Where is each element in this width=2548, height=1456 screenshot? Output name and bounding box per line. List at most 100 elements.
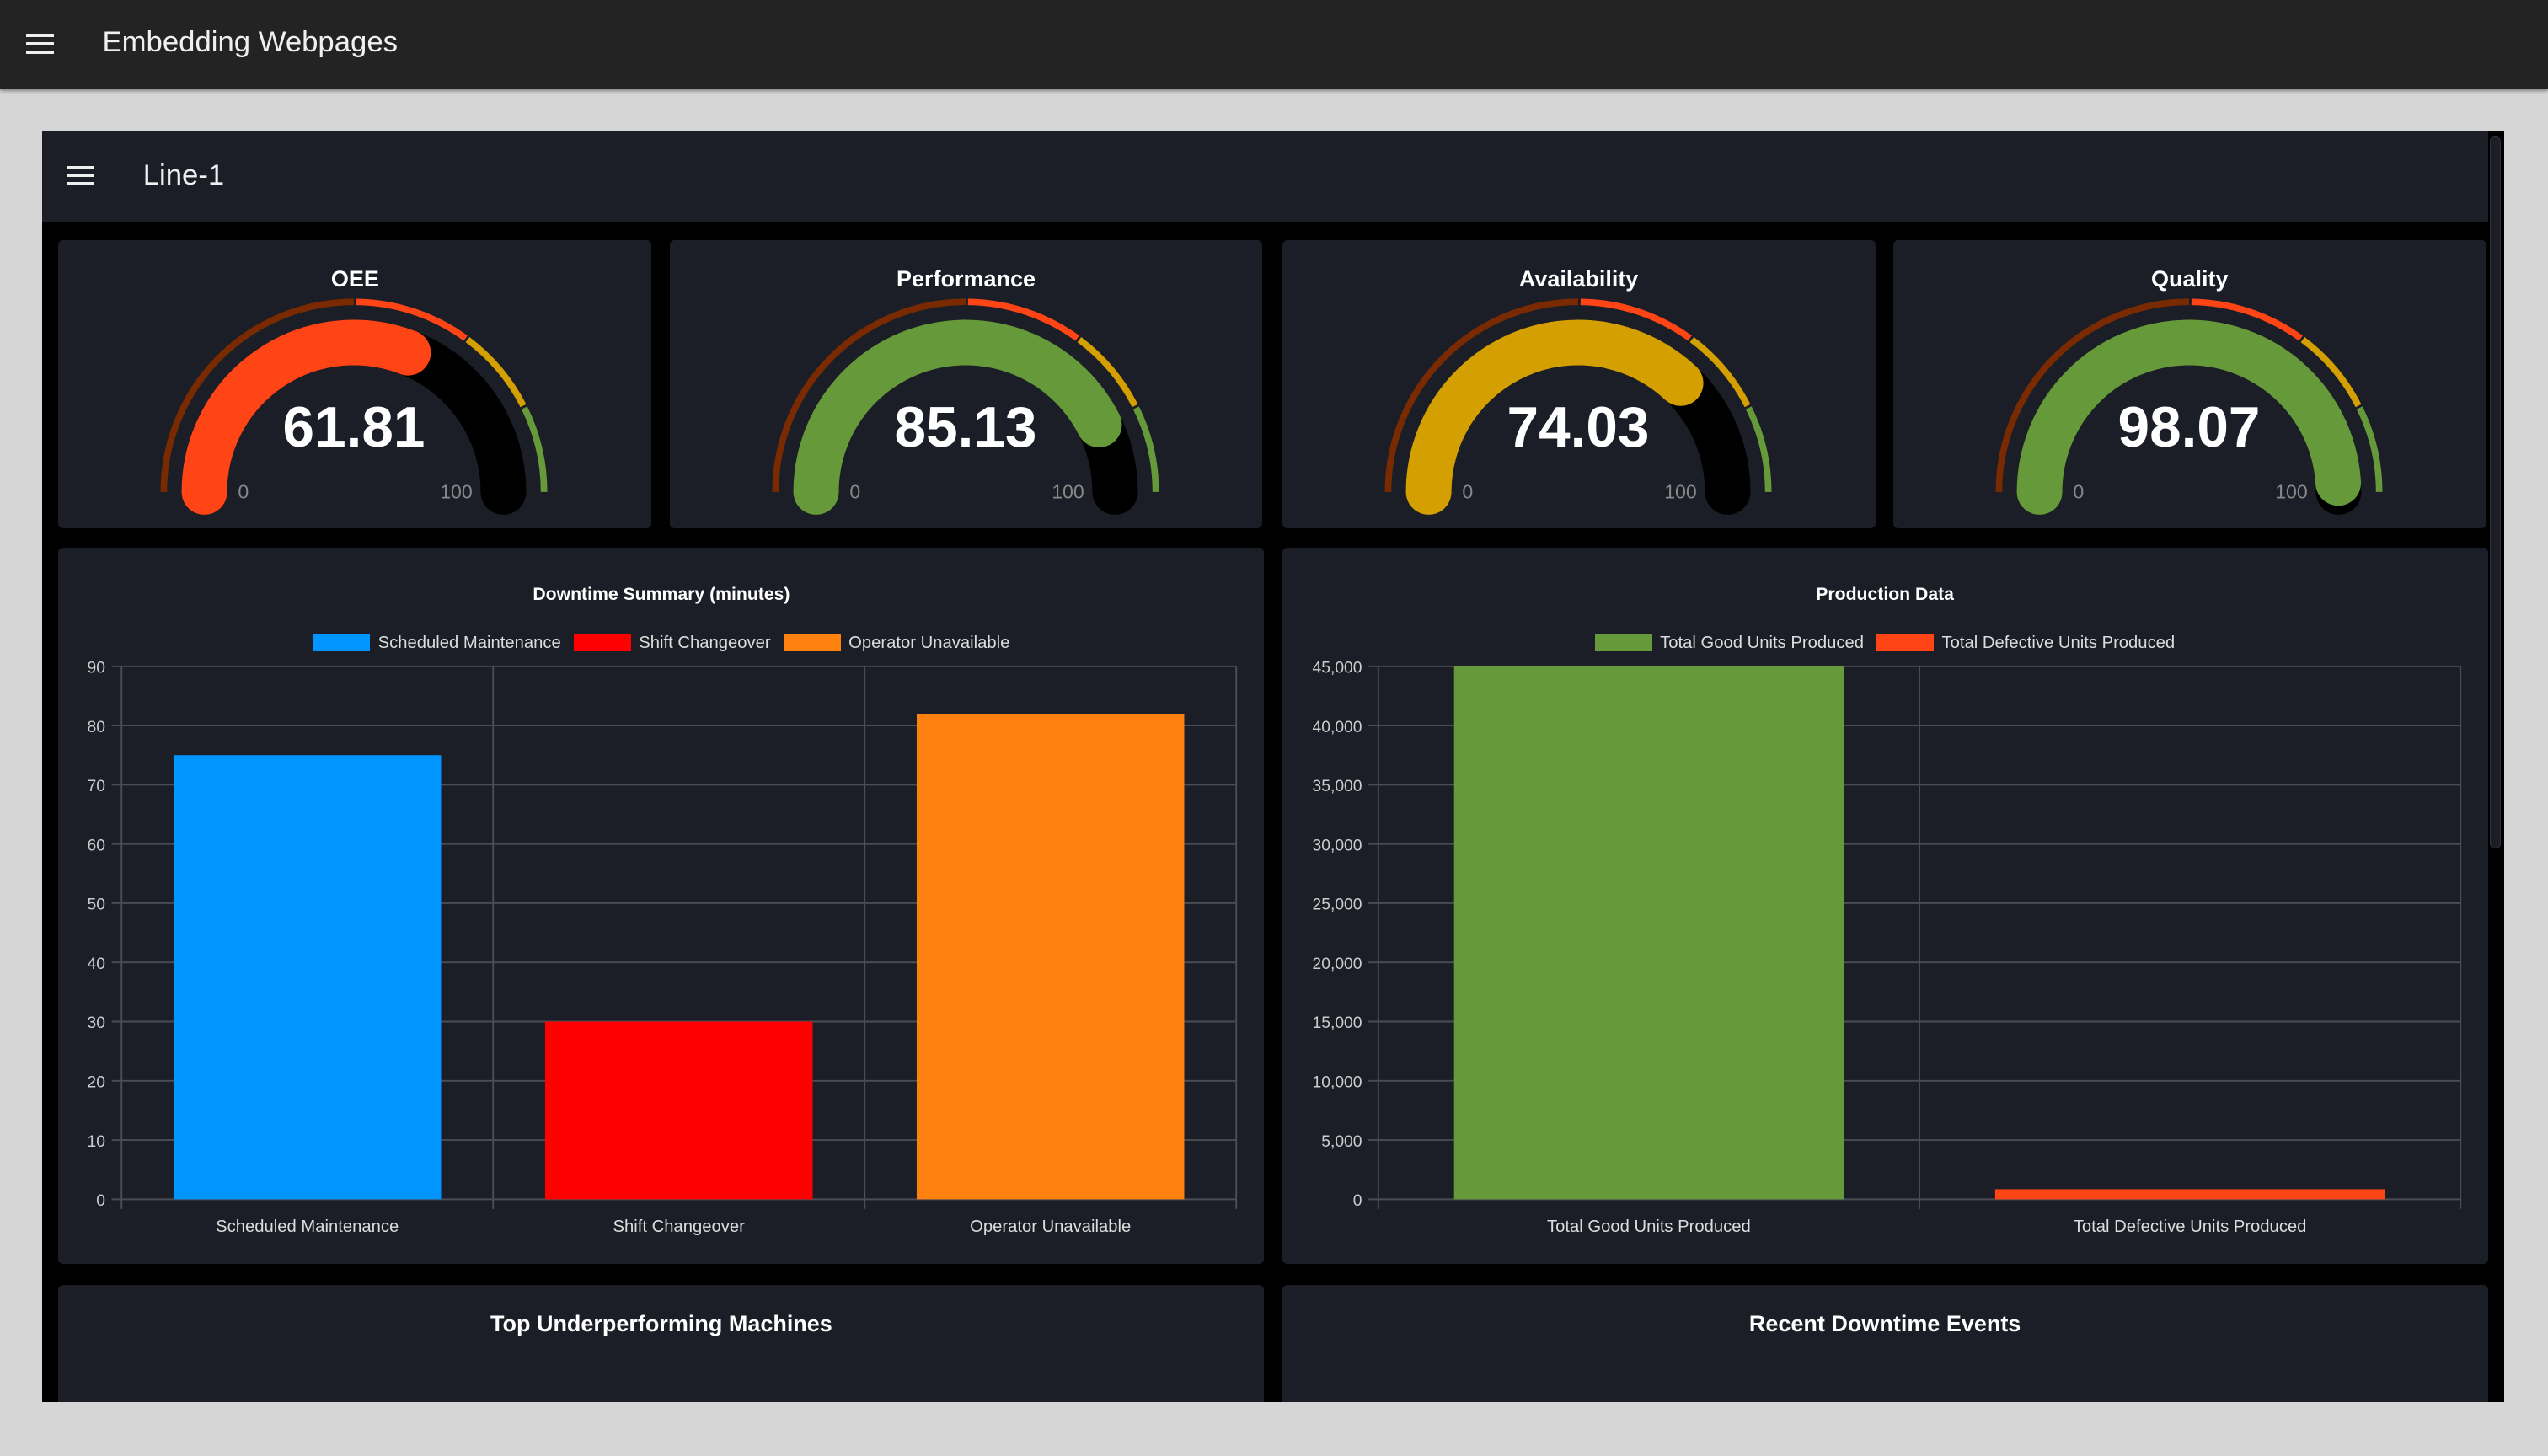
gauge-min-label: 0 [238,481,249,503]
legend-item[interactable]: Total Good Units Produced [1595,634,1864,652]
legend-swatch [784,634,841,652]
gauge-value-arc [2016,319,2361,516]
legend-label: Total Defective Units Produced [1941,634,2176,653]
production-bar-chart: 0 5,000 10,000 15,000 20,000 25,000 30,000 35,0… [1312,659,2461,1236]
gauge-band [967,298,1079,341]
chart-legend: Scheduled Maintenance Shift Changeover Ope… [58,634,1264,653]
recent-downtime-card: Recent Downtime Events [1282,1285,2488,1403]
gauge-band [2300,337,2362,408]
gauge-band [772,298,966,493]
dashboard-header: Line-1 [42,131,2488,223]
gauge-value-arc [793,319,1121,516]
gauge-band [522,406,548,493]
y-tick-label: 25,000 [1312,897,1362,914]
gauge-max-label: 100 [1052,481,1084,503]
gauge-card-performance: Performance 85.13 0 100 [669,240,1263,528]
underperforming-machines-card: Top Underperforming Machines [58,1285,1265,1403]
gauge-min-label: 0 [1462,481,1473,503]
gauge-band [466,337,527,408]
legend-item[interactable]: Operator Unavailable [784,634,1009,652]
panel-title: Top Underperforming Machines [490,1311,832,1337]
gauge-value: 98.07 [2117,396,2260,459]
gauge-band [1745,406,1772,493]
y-tick-label: 5,000 [1321,1133,1362,1151]
chart-title: Production Data [1816,585,1954,605]
x-tick-label: Scheduled Maintenance [217,1218,399,1236]
y-tick-label: 15,000 [1312,1014,1362,1032]
gauge-band [1580,298,1692,341]
y-tick-label: 50 [88,897,105,914]
gauge-value-arc [1405,319,1704,516]
gauge-min-label: 0 [2073,481,2084,503]
gauge-max-label: 100 [2275,481,2308,503]
gauge-band [2191,298,2303,341]
legend-label: Operator Unavailable [848,634,1010,653]
chart-title: Downtime Summary (minutes) [533,585,790,605]
gauge-title: Performance [897,266,1036,292]
gauge-title: Quality [2151,266,2229,292]
y-tick-label: 10 [88,1133,105,1151]
gauge-card-quality: Quality 98.07 0 100 [1892,240,2486,528]
x-tick-label: Total Defective Units Produced [2073,1218,2306,1236]
gauge-band [160,298,355,493]
legend-swatch [574,634,631,652]
y-tick-label: 20 [88,1073,105,1091]
gauge-band [356,298,468,341]
gauge-performance: 85.13 0 100 [772,298,1159,516]
legend-item[interactable]: Total Defective Units Produced [1876,634,2175,652]
hamburger-menu-icon[interactable] [25,34,54,54]
gauge-title: OEE [330,266,379,292]
y-tick-label: 90 [88,659,105,677]
y-tick-label: 60 [88,837,105,854]
y-tick-label: 80 [88,719,105,736]
y-tick-label: 35,000 [1312,778,1362,795]
y-tick-label: 0 [97,1192,106,1210]
legend-label: Scheduled Maintenance [377,634,561,653]
gauge-max-label: 100 [1664,481,1697,503]
gauge-max-label: 100 [441,481,474,503]
y-tick-label: 40 [88,956,105,973]
bar [1994,1189,2385,1200]
scrollbar[interactable] [2489,136,2502,848]
production-chart-card: Production Data Total Good Units Produce… [1282,547,2488,1265]
y-tick-label: 20,000 [1312,956,1362,973]
gauge-availability: 74.03 0 100 [1384,298,1772,516]
y-tick-label: 40,000 [1312,719,1362,736]
gauge-band [1077,337,1138,408]
gauge-title: Availability [1518,266,1639,292]
gauge-band [1995,298,2189,493]
gauge-value: 61.81 [283,396,426,459]
bar [545,1021,813,1200]
legend-label: Total Good Units Produced [1660,634,1864,653]
app-title: Embedding Webpages [102,25,398,58]
gauge-min-label: 0 [849,481,860,503]
y-tick-label: 10,000 [1312,1073,1362,1091]
x-tick-label: Shift Changeover [613,1218,746,1236]
y-tick-label: 0 [1352,1192,1362,1210]
bar [174,755,442,1200]
x-tick-label: Total Good Units Produced [1547,1218,1751,1236]
chart-legend: Total Good Units Produced Total Defective… [1282,634,2488,653]
panel-title: Recent Downtime Events [1748,1311,2021,1337]
gauge-card-availability: Availability 74.03 0 100 [1282,240,1876,528]
gauge-value: 74.03 [1507,396,1649,459]
hamburger-menu-icon[interactable] [67,165,94,185]
downtime-chart-card: Downtime Summary (minutes) Scheduled Mai… [58,547,1265,1265]
app-header: Embedding Webpages [0,0,2548,90]
legend-swatch [1595,634,1652,652]
gauge-quality: 98.07 0 100 [1995,298,2383,516]
y-tick-label: 70 [88,778,105,795]
gauge-band [1689,337,1751,408]
x-tick-label: Operator Unavailable [971,1218,1132,1236]
gauge-card-oee: OEE 61.81 0 100 [58,240,652,528]
embedded-dashboard: Line-1 OEE 61.81 0 100 Performance 85.13 0 1… [42,131,2504,1403]
legend-swatch [313,634,370,652]
gauge-oee: 61.81 0 100 [160,298,548,516]
downtime-bar-chart: 0 10 20 30 40 50 60 70 80 90 Scheduled Maintenance… [88,659,1238,1236]
gauge-band [2356,406,2383,493]
gauge-value: 85.13 [894,396,1036,459]
legend-label: Shift Changeover [639,634,771,653]
legend-item[interactable]: Scheduled Maintenance [313,634,561,653]
gauge-value-arc [181,319,431,516]
legend-item[interactable]: Shift Changeover [574,634,771,653]
